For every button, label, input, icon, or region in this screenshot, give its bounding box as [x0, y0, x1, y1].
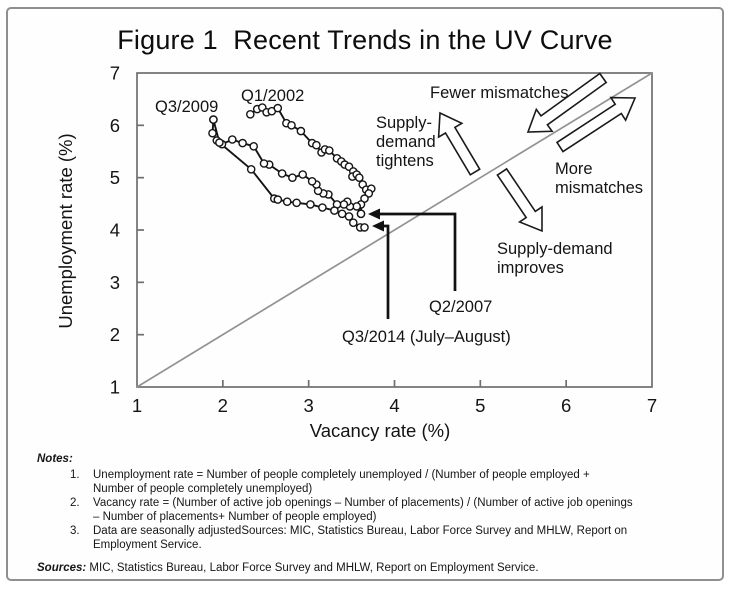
x-tick-label: 5	[475, 395, 485, 416]
sources-label: Sources:	[37, 562, 87, 574]
more-mismatches-label: mismatches	[555, 179, 643, 197]
supply-demand-tightens-label: demand	[376, 133, 436, 151]
note-number: 3.	[70, 525, 80, 537]
sources-text: MIC, Statistics Bureau, Labor Force Surv…	[86, 562, 539, 574]
diagonal-45-line	[136, 72, 653, 388]
notes-section: Notes: 1. Unemployment rate = Number of p…	[37, 452, 697, 575]
fewer-mismatches-arrow	[526, 72, 608, 133]
note-item-2: 2. Vacancy rate = (Number of active job o…	[70, 496, 633, 524]
y-tick-label: 5	[110, 167, 120, 188]
y-tick-label: 4	[110, 220, 120, 241]
q3-2009-label: Q3/2009	[155, 98, 218, 116]
fewer-mismatches-label: Fewer mismatches	[430, 84, 568, 102]
data-point-series-1	[287, 121, 296, 130]
notes-heading: Notes:	[37, 453, 73, 465]
q3-2014-callout-line	[382, 224, 390, 319]
data-point-series-1	[324, 146, 334, 155]
data-point-series-2	[277, 169, 287, 178]
y-tick-label: 6	[110, 115, 120, 136]
sources-line: Sources: MIC, Statistics Bureau, Labor F…	[37, 561, 697, 575]
supply-demand-improves-arrow	[496, 167, 543, 233]
y-tick-label: 7	[110, 63, 120, 84]
data-point-series-2	[307, 176, 317, 186]
supply-demand-tightens-arrow	[437, 111, 481, 176]
data-point-series-3	[215, 138, 224, 147]
supply-demand-tightens-label: Supply-	[376, 114, 432, 132]
note-item-3: 3. Data are seasonally adjustedSources: M…	[70, 524, 633, 552]
note-item-1: 1. Unemployment rate = Number of people c…	[70, 468, 633, 496]
more-mismatches-arrow	[555, 96, 637, 153]
note-text: Vacancy rate = (Number of active job ope…	[93, 497, 633, 523]
data-point-series-2	[249, 141, 258, 151]
supply-demand-improves-label: improves	[497, 259, 564, 277]
figure-title: Figure 1 Recent Trends in the UV Curve	[117, 25, 613, 55]
data-point-series-3	[344, 212, 354, 221]
y-tick-label: 2	[110, 324, 120, 345]
supply-demand-improves-label: Supply-demand	[497, 240, 613, 258]
data-point-series-1	[273, 103, 283, 113]
data-point-series-2	[227, 135, 237, 144]
x-axis-title: Vacancy rate (%)	[310, 420, 451, 441]
data-point-series-3	[282, 197, 292, 206]
data-point-series-1	[245, 110, 255, 119]
x-tick-label: 3	[304, 395, 314, 416]
data-point-series-3	[360, 223, 369, 232]
data-point-series-3	[348, 218, 358, 227]
data-point-series-3	[330, 206, 339, 215]
note-text: Data are seasonally adjustedSources: MIC…	[93, 525, 628, 551]
q3-2014-callout-label: Q3/2014 (July–August)	[342, 328, 511, 346]
q2-2007-callout-head	[368, 208, 380, 220]
y-tick-label: 3	[110, 272, 120, 293]
data-point-series-2	[238, 138, 247, 148]
data-point-series-2	[356, 209, 366, 219]
data-point-series-2	[288, 173, 297, 182]
q3-2014-callout-head	[372, 220, 384, 232]
data-point-series-2	[259, 159, 269, 168]
data-point-series-2	[298, 170, 308, 179]
data-point-series-3	[337, 209, 347, 219]
note-number: 1.	[70, 469, 80, 481]
data-point-series-3	[246, 164, 256, 174]
supply-demand-tightens-label: tightens	[376, 152, 434, 170]
data-point-series-3	[273, 195, 283, 204]
y-axis-title: Unemployment rate (%)	[55, 133, 76, 328]
note-number: 2.	[70, 497, 80, 509]
q2-2007-callout-label: Q2/2007	[429, 298, 492, 316]
note-text: Unemployment rate = Number of people com…	[93, 469, 590, 495]
x-tick-label: 7	[647, 395, 657, 416]
x-tick-label: 4	[389, 395, 399, 416]
data-point-series-3	[306, 200, 315, 209]
y-tick-label: 1	[110, 377, 120, 398]
data-point-series-3	[292, 198, 301, 208]
data-point-series-2	[339, 200, 349, 209]
data-point-series-3	[318, 203, 327, 212]
data-point-series-3	[209, 115, 218, 124]
data-point-series-2	[208, 128, 217, 138]
data-point-series-1	[312, 140, 321, 150]
data-point-series-1	[354, 173, 364, 182]
x-tick-label: 2	[218, 395, 228, 416]
q2-2007-callout-line	[378, 212, 457, 291]
uv-curve-chart: 1 2 3 4 5 6 7 1 2 3 4 5 6 7 Vacancy rate (%) Unemployme…	[55, 63, 657, 442]
data-point-series-1	[296, 126, 306, 136]
q1-2002-label: Q1/2002	[241, 87, 304, 105]
x-tick-label: 1	[132, 395, 142, 416]
x-tick-label: 6	[561, 395, 571, 416]
more-mismatches-label: More	[555, 160, 593, 178]
